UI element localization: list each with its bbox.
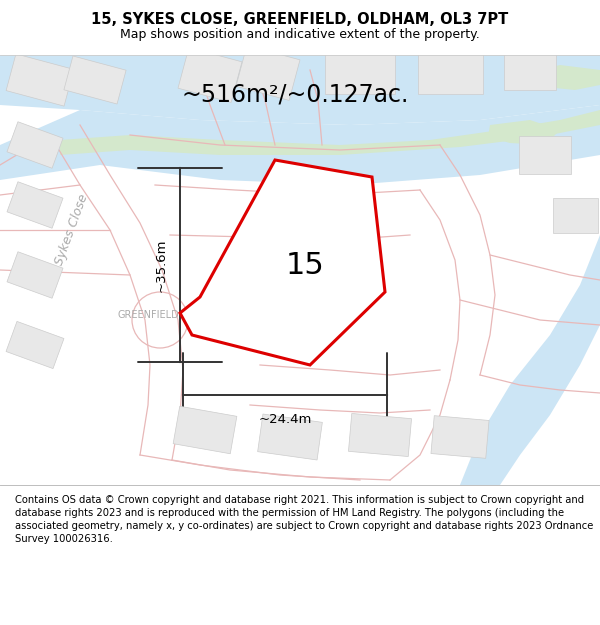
- Text: GREENFIELD: GREENFIELD: [117, 310, 179, 320]
- Text: ~24.4m: ~24.4m: [259, 413, 311, 426]
- Bar: [325, 46, 395, 94]
- Bar: [519, 136, 571, 174]
- Bar: [257, 414, 322, 460]
- Polygon shape: [520, 65, 600, 90]
- Polygon shape: [60, 110, 600, 155]
- Polygon shape: [0, 55, 600, 125]
- Bar: [178, 48, 242, 102]
- Bar: [553, 198, 598, 232]
- Bar: [7, 182, 63, 228]
- Text: 15: 15: [286, 251, 325, 279]
- Polygon shape: [460, 235, 600, 485]
- Text: 15, SYKES CLOSE, GREENFIELD, OLDHAM, OL3 7PT: 15, SYKES CLOSE, GREENFIELD, OLDHAM, OL3…: [91, 12, 509, 27]
- Bar: [64, 56, 126, 104]
- Bar: [173, 406, 237, 454]
- Polygon shape: [180, 160, 385, 365]
- Bar: [236, 46, 300, 101]
- Polygon shape: [0, 105, 600, 185]
- Text: Sykes Close: Sykes Close: [53, 192, 91, 268]
- Text: ~35.6m: ~35.6m: [155, 238, 168, 292]
- Text: ~516m²/~0.127ac.: ~516m²/~0.127ac.: [181, 83, 409, 107]
- Text: Contains OS data © Crown copyright and database right 2021. This information is : Contains OS data © Crown copyright and d…: [15, 495, 593, 544]
- Bar: [431, 416, 489, 458]
- Polygon shape: [488, 120, 560, 145]
- Bar: [6, 321, 64, 369]
- Bar: [418, 46, 482, 94]
- Bar: [504, 50, 556, 90]
- Text: Map shows position and indicative extent of the property.: Map shows position and indicative extent…: [120, 28, 480, 41]
- Bar: [6, 54, 74, 106]
- Bar: [7, 122, 63, 168]
- Bar: [349, 414, 412, 456]
- Bar: [7, 252, 63, 298]
